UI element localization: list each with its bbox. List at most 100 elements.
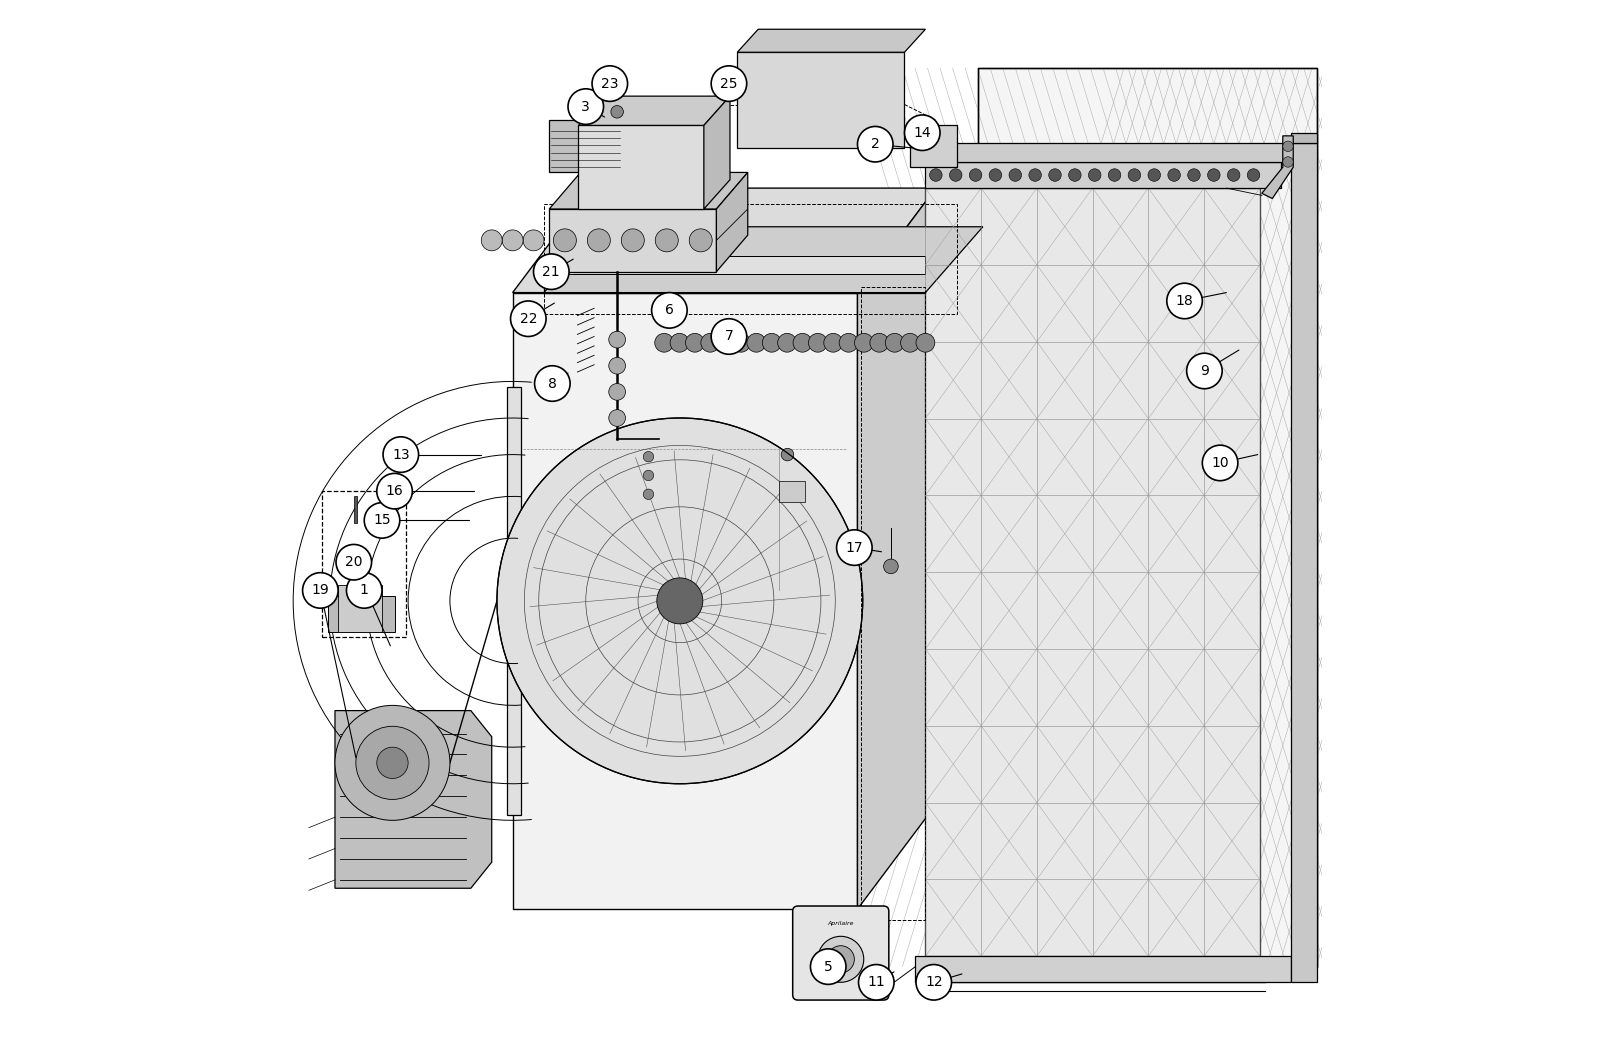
Circle shape <box>554 229 576 252</box>
Polygon shape <box>717 172 747 272</box>
Text: 21: 21 <box>542 264 560 279</box>
Circle shape <box>621 229 645 252</box>
Circle shape <box>904 115 941 150</box>
Circle shape <box>523 230 544 251</box>
Polygon shape <box>978 68 1317 967</box>
Circle shape <box>930 169 942 182</box>
Circle shape <box>1187 353 1222 389</box>
Circle shape <box>949 169 962 182</box>
Text: 10: 10 <box>1211 456 1229 470</box>
Polygon shape <box>512 293 858 909</box>
Circle shape <box>656 229 678 252</box>
Polygon shape <box>915 143 1291 162</box>
Polygon shape <box>915 956 1291 982</box>
Text: 15: 15 <box>373 513 390 528</box>
Circle shape <box>701 333 720 352</box>
Circle shape <box>1166 283 1202 319</box>
Circle shape <box>794 333 811 352</box>
Polygon shape <box>507 387 522 815</box>
Text: 2: 2 <box>870 137 880 152</box>
Circle shape <box>859 965 894 1000</box>
Circle shape <box>989 169 1002 182</box>
Circle shape <box>690 229 712 252</box>
Circle shape <box>1147 169 1160 182</box>
Polygon shape <box>1262 136 1293 199</box>
Circle shape <box>654 333 674 352</box>
Text: 22: 22 <box>520 311 538 326</box>
Circle shape <box>808 333 827 352</box>
Polygon shape <box>512 188 936 293</box>
Circle shape <box>781 448 794 461</box>
Circle shape <box>498 418 862 784</box>
Circle shape <box>376 473 413 509</box>
Circle shape <box>608 331 626 348</box>
Circle shape <box>336 544 371 580</box>
Text: 14: 14 <box>914 125 931 140</box>
Bar <box>861 287 925 920</box>
Circle shape <box>915 965 952 1000</box>
FancyBboxPatch shape <box>792 906 890 1000</box>
Circle shape <box>347 573 382 608</box>
Circle shape <box>1168 169 1181 182</box>
Circle shape <box>643 470 654 481</box>
Circle shape <box>824 333 843 352</box>
Circle shape <box>818 936 864 982</box>
Circle shape <box>658 578 702 624</box>
Polygon shape <box>738 29 925 52</box>
Text: 3: 3 <box>581 99 590 114</box>
Circle shape <box>1248 169 1259 182</box>
Polygon shape <box>544 256 925 274</box>
Text: 9: 9 <box>1200 364 1210 378</box>
Circle shape <box>365 503 400 538</box>
Text: 25: 25 <box>720 76 738 91</box>
Circle shape <box>837 530 872 565</box>
Polygon shape <box>1291 133 1317 143</box>
Circle shape <box>1088 169 1101 182</box>
Text: 11: 11 <box>867 975 885 990</box>
Circle shape <box>608 384 626 400</box>
Polygon shape <box>334 711 491 888</box>
Polygon shape <box>925 162 1280 188</box>
Circle shape <box>510 301 546 336</box>
Text: 13: 13 <box>392 447 410 462</box>
Circle shape <box>901 333 920 352</box>
Circle shape <box>858 126 893 162</box>
Circle shape <box>382 437 419 472</box>
Circle shape <box>838 333 858 352</box>
Circle shape <box>587 229 610 252</box>
Circle shape <box>482 230 502 251</box>
Circle shape <box>534 366 570 401</box>
Polygon shape <box>549 209 717 272</box>
Text: 17: 17 <box>845 540 862 555</box>
Text: 23: 23 <box>602 76 619 91</box>
Circle shape <box>710 66 747 101</box>
Polygon shape <box>579 125 704 209</box>
Circle shape <box>608 357 626 374</box>
Circle shape <box>1109 169 1122 182</box>
Polygon shape <box>549 172 747 209</box>
Polygon shape <box>549 120 622 172</box>
Circle shape <box>1128 169 1141 182</box>
Circle shape <box>762 333 781 352</box>
Text: 20: 20 <box>346 555 363 570</box>
Polygon shape <box>925 188 1259 956</box>
Circle shape <box>747 333 766 352</box>
Text: 5: 5 <box>824 959 832 974</box>
Circle shape <box>376 747 408 779</box>
Circle shape <box>685 333 704 352</box>
Circle shape <box>854 333 874 352</box>
Circle shape <box>885 333 904 352</box>
Circle shape <box>731 333 750 352</box>
Text: Aprilaire: Aprilaire <box>827 922 854 926</box>
Circle shape <box>611 106 624 118</box>
Circle shape <box>592 66 627 101</box>
Circle shape <box>1010 169 1021 182</box>
Circle shape <box>1202 445 1238 481</box>
Circle shape <box>568 89 603 124</box>
Text: 12: 12 <box>925 975 942 990</box>
Circle shape <box>533 254 570 289</box>
Polygon shape <box>1291 143 1317 982</box>
Circle shape <box>827 946 854 973</box>
Circle shape <box>1029 169 1042 182</box>
Text: 1: 1 <box>360 583 368 598</box>
